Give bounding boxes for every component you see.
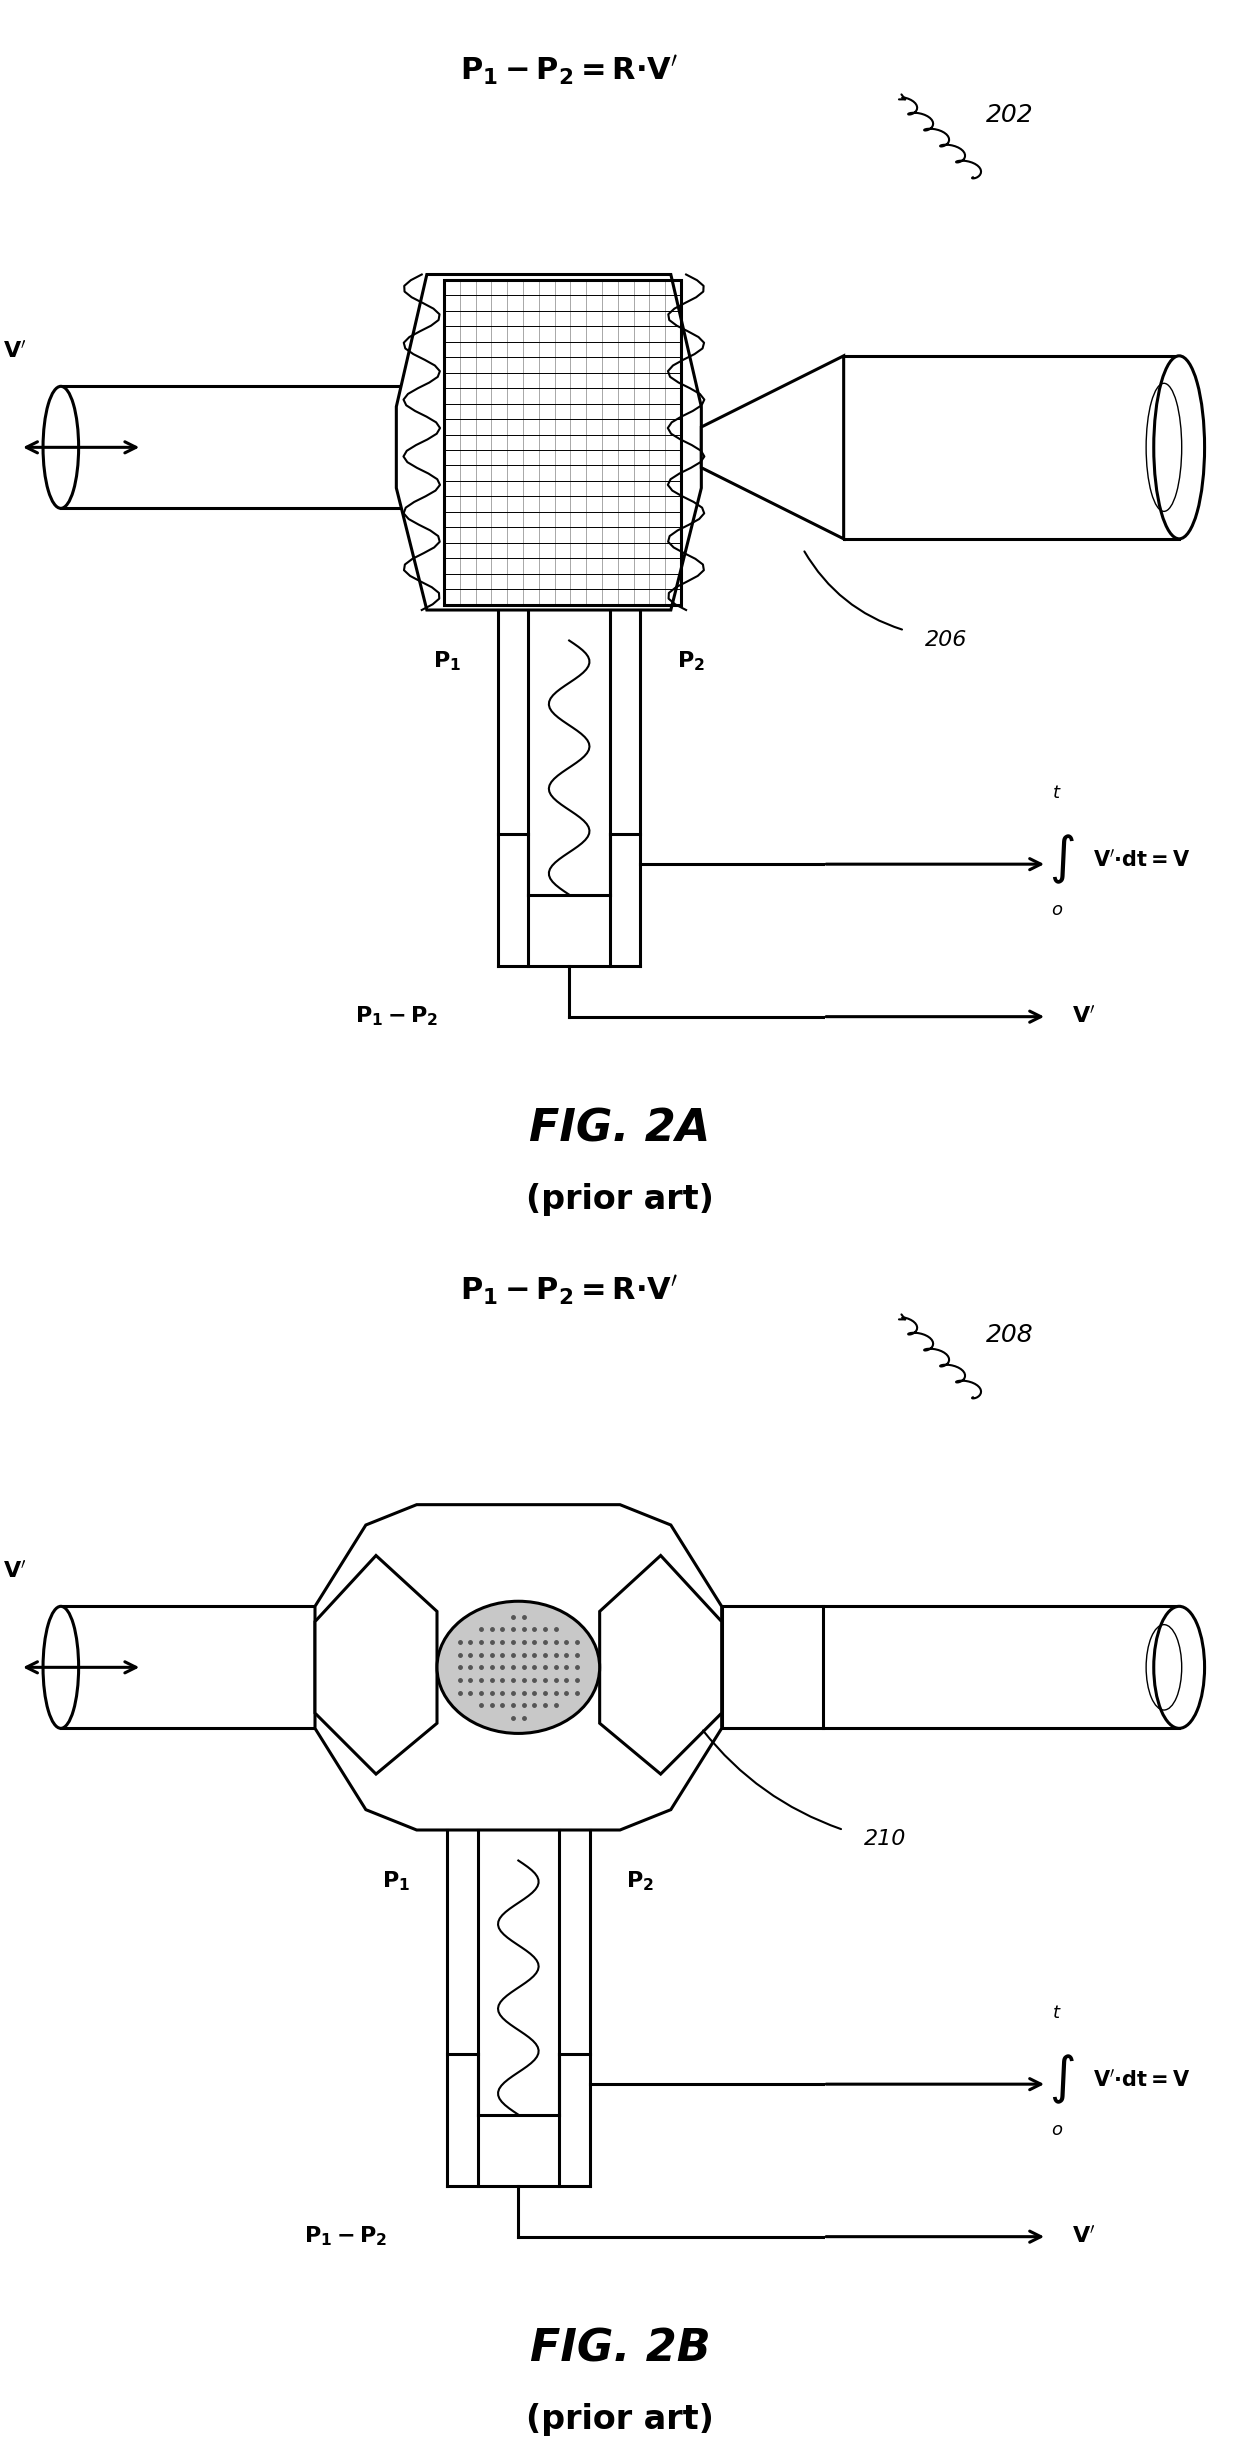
Polygon shape [600,1557,722,1774]
Polygon shape [702,356,843,539]
Text: 210: 210 [864,1830,906,1850]
Text: $\mathbf{P_2}$: $\mathbf{P_2}$ [677,649,706,673]
Polygon shape [315,1557,436,1774]
Text: (prior art): (prior art) [526,1183,714,1215]
Text: $\mathbf{V^{\prime}}$: $\mathbf{V^{\prime}}$ [1073,1005,1096,1027]
Ellipse shape [1153,356,1204,539]
Ellipse shape [1153,1606,1204,1728]
Text: 202: 202 [986,102,1034,127]
Text: $\mathbf{V^{\prime}{\cdot}dt = V}$: $\mathbf{V^{\prime}{\cdot}dt = V}$ [1092,2069,1190,2091]
Text: $\mathbf{P_1}$: $\mathbf{P_1}$ [382,1869,410,1893]
Text: $\mathbf{V^{\prime}}$: $\mathbf{V^{\prime}}$ [1073,2225,1096,2247]
Text: FIG. 2A: FIG. 2A [529,1108,711,1149]
Ellipse shape [43,1606,78,1728]
Text: $\mathbf{V^{\prime}}$: $\mathbf{V^{\prime}}$ [4,339,27,361]
Text: $\mathbf{P_1}$: $\mathbf{P_1}$ [433,649,461,673]
Polygon shape [722,1606,823,1728]
Text: $\mathbf{P_1-P_2}$: $\mathbf{P_1-P_2}$ [304,2225,387,2250]
Text: $\mathbf{P_1-P_2}$: $\mathbf{P_1-P_2}$ [355,1005,438,1030]
Ellipse shape [436,1601,600,1732]
Text: $\mathbf{P_1-P_2=R{\cdot}V^{\prime}}$: $\mathbf{P_1-P_2=R{\cdot}V^{\prime}}$ [460,1274,678,1308]
Text: (prior art): (prior art) [526,2403,714,2435]
Text: $\mathbf{P_2}$: $\mathbf{P_2}$ [626,1869,655,1893]
Text: FIG. 2B: FIG. 2B [529,2328,711,2369]
Text: $\int$: $\int$ [1049,832,1075,886]
Polygon shape [397,276,702,610]
Text: 208: 208 [986,1322,1034,1347]
Text: 206: 206 [925,630,967,649]
Text: $o$: $o$ [1052,900,1063,920]
Text: $t$: $t$ [1053,2003,1061,2023]
Polygon shape [315,1505,722,1830]
Text: $o$: $o$ [1052,2120,1063,2140]
Text: $\mathbf{V^{\prime}}$: $\mathbf{V^{\prime}}$ [4,1559,27,1581]
Ellipse shape [43,386,78,508]
Text: $t$: $t$ [1053,783,1061,803]
Text: $\mathbf{P_1-P_2=R{\cdot}V^{\prime}}$: $\mathbf{P_1-P_2=R{\cdot}V^{\prime}}$ [460,54,678,88]
Text: $\mathbf{V^{\prime}{\cdot}dt = V}$: $\mathbf{V^{\prime}{\cdot}dt = V}$ [1092,849,1190,871]
Text: $\int$: $\int$ [1049,2052,1075,2106]
